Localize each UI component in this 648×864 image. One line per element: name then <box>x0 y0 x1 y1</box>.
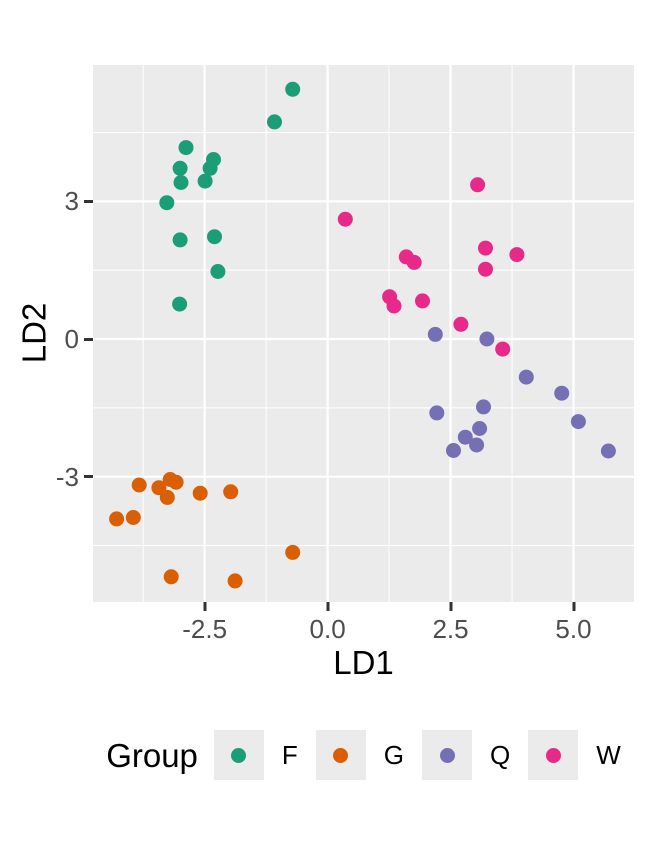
x-axis-tick-mark <box>449 602 453 611</box>
data-point-group-F <box>172 232 188 248</box>
data-point-group-G <box>109 511 125 527</box>
data-point-group-G <box>125 510 141 525</box>
data-point-group-F <box>202 160 218 176</box>
legend: Group F G Q W <box>93 730 634 780</box>
data-point-group-W <box>478 261 493 277</box>
legend-item-F: F <box>213 730 298 780</box>
x-axis-tick-mark <box>326 602 330 611</box>
data-point-group-W <box>386 298 402 314</box>
data-point-group-W <box>509 247 525 263</box>
x-axis-tick-label: 0.0 <box>309 614 346 644</box>
x-axis-tick-label: 2.5 <box>432 614 469 644</box>
legend-label-G: G <box>383 740 405 770</box>
legend-item-G: G <box>315 730 405 780</box>
data-point-group-Q <box>554 385 570 401</box>
data-point-group-F <box>172 160 188 176</box>
data-point-group-F <box>285 81 301 97</box>
data-point-group-F <box>207 229 222 245</box>
data-point-group-G <box>285 544 301 560</box>
data-point-group-F <box>267 114 282 130</box>
data-point-group-Q <box>469 437 485 453</box>
data-point-group-W <box>478 240 493 256</box>
legend-key-Q <box>422 730 473 780</box>
data-point-group-Q <box>427 326 443 342</box>
data-point-group-F <box>159 195 175 211</box>
data-point-group-G <box>227 573 243 589</box>
data-point-group-F <box>210 264 226 279</box>
data-point-group-Q <box>476 399 491 415</box>
legend-label-Q: Q <box>490 740 511 770</box>
data-point-group-Q <box>479 331 495 347</box>
data-point-group-G <box>151 480 167 496</box>
data-point-group-F <box>197 173 213 189</box>
data-point-group-W <box>453 316 469 332</box>
scatter-canvas <box>93 65 634 602</box>
y-axis-tick-label: 3 <box>64 186 79 217</box>
data-point-group-F <box>178 140 194 156</box>
data-point-group-Q <box>472 421 488 436</box>
legend-key-W <box>528 730 579 780</box>
data-point-group-Q <box>446 443 461 458</box>
data-point-group-G <box>163 569 179 585</box>
data-point-group-W <box>470 177 486 193</box>
y-axis-tick-label: 0 <box>64 324 79 354</box>
x-axis-tick-mark <box>203 602 207 611</box>
data-point-group-W <box>337 211 353 227</box>
y-axis-tick-mark <box>84 475 93 479</box>
data-point-group-G <box>223 484 239 500</box>
data-point-group-Q <box>518 369 534 385</box>
data-point-group-W <box>415 293 430 309</box>
data-point-group-Q <box>429 405 445 421</box>
legend-dot-F <box>231 747 247 763</box>
y-axis-tick-mark <box>84 337 93 341</box>
x-axis-tick-label: -2.5 <box>182 614 228 644</box>
data-point-group-G <box>159 489 175 505</box>
data-point-group-G <box>131 477 147 493</box>
legend-title: Group <box>106 736 198 774</box>
data-point-group-F <box>173 175 189 190</box>
legend-dot-G <box>333 747 349 763</box>
legend-dot-Q <box>439 747 455 763</box>
legend-item-Q: Q <box>422 730 510 780</box>
data-point-group-W <box>495 341 511 357</box>
x-axis-title: LD1 <box>333 644 394 681</box>
legend-key-F <box>213 730 264 780</box>
data-point-group-Q <box>457 429 473 445</box>
data-point-group-Q <box>600 443 616 459</box>
data-point-group-G <box>168 474 184 490</box>
plot-panel <box>93 65 634 602</box>
x-axis-tick-mark <box>572 602 575 611</box>
legend-item-W: W <box>528 730 621 780</box>
data-point-group-Q <box>570 414 586 430</box>
legend-dot-W <box>545 747 561 763</box>
y-axis-tick-mark <box>84 199 93 203</box>
data-point-group-G <box>192 485 208 501</box>
legend-key-G <box>315 730 366 780</box>
data-point-group-F <box>172 296 188 312</box>
legend-label-F: F <box>281 740 298 770</box>
x-axis-tick-label: 5.0 <box>555 614 592 644</box>
y-axis-tick-label: -3 <box>55 461 79 492</box>
data-point-group-W <box>406 254 422 270</box>
y-axis-title: LD2 <box>15 302 53 364</box>
legend-label-W: W <box>596 740 621 770</box>
